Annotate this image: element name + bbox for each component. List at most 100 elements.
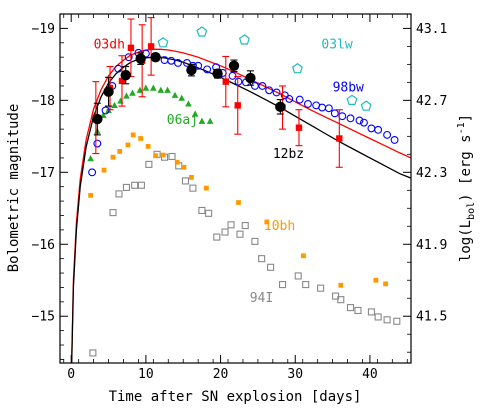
data-point	[123, 92, 130, 99]
data-point	[101, 106, 110, 115]
data-point	[189, 174, 194, 180]
data-point	[337, 296, 345, 304]
data-point	[354, 306, 362, 315]
data-point	[228, 71, 237, 80]
y-right-tick-label: 41.9	[416, 238, 447, 253]
axes: 0 10 20 30 40 −15 −16 −17 −18 −19 41.5 41.9 42.3 42.7…	[32, 13, 447, 382]
y-tick-label: −17	[32, 166, 55, 181]
data-point	[346, 114, 355, 123]
data-point	[367, 308, 375, 316]
data-point	[346, 304, 355, 312]
data-point	[213, 233, 221, 241]
data-point	[258, 82, 267, 90]
data-point	[122, 183, 131, 191]
data-point	[164, 86, 171, 93]
data-point	[302, 281, 310, 289]
data-point	[330, 109, 339, 118]
plot-frame	[59, 13, 412, 364]
series-98bw	[88, 48, 399, 177]
data-point	[125, 142, 131, 148]
data-point	[160, 152, 166, 158]
y-tick-label: −18	[32, 94, 55, 109]
data-point	[198, 206, 206, 214]
data-point	[373, 277, 379, 283]
y-right-tick-label: 42.7	[416, 94, 447, 109]
data-point	[117, 97, 124, 104]
data-point	[250, 82, 259, 90]
label-06aj: 06aj	[167, 113, 198, 128]
data-point	[103, 86, 114, 97]
data-point	[236, 230, 244, 238]
data-point	[109, 209, 117, 217]
data-point	[136, 86, 144, 93]
data-point	[367, 124, 376, 133]
data-point	[272, 88, 281, 97]
data-point	[118, 77, 126, 85]
data-point	[93, 139, 102, 148]
data-point	[167, 56, 176, 65]
x-tick-label: 20	[213, 367, 229, 382]
data-point	[203, 65, 212, 74]
label-10bh: 10bh	[264, 219, 295, 234]
label-94i: 94I	[250, 291, 273, 306]
series-94i	[89, 150, 401, 357]
data-point	[227, 221, 235, 229]
data-point	[228, 60, 240, 72]
data-point	[181, 164, 187, 170]
data-point	[87, 155, 94, 162]
data-point	[117, 149, 123, 154]
x-axis-label: Time after SN explosion [days]	[109, 389, 362, 405]
data-point	[157, 86, 165, 93]
data-point	[275, 101, 286, 113]
data-point	[285, 94, 294, 103]
data-point	[111, 101, 118, 108]
data-point	[196, 26, 208, 37]
data-point	[186, 64, 197, 76]
data-point	[317, 284, 325, 292]
data-point	[346, 94, 358, 106]
data-point	[383, 316, 391, 324]
data-point	[88, 168, 97, 177]
model-curve-1	[71, 48, 411, 363]
y-right-tick-label: 42.3	[416, 166, 447, 181]
data-point	[383, 281, 389, 287]
data-point	[251, 237, 259, 245]
y-axis-label-right: log(Lbol) [erg s-1]	[456, 114, 477, 262]
data-point	[153, 153, 158, 159]
data-point	[115, 190, 123, 198]
data-point	[147, 43, 155, 50]
data-point	[127, 44, 135, 52]
data-point	[234, 102, 241, 109]
data-point	[301, 253, 306, 259]
label-98bw: 98bw	[333, 81, 364, 96]
data-point	[185, 100, 192, 107]
data-point	[291, 62, 303, 74]
data-point	[135, 53, 146, 64]
data-point	[278, 281, 287, 289]
data-point	[92, 113, 103, 125]
y-right-tick-label: 41.5	[416, 310, 447, 325]
data-point	[137, 181, 145, 189]
data-point	[88, 192, 94, 198]
data-point	[338, 282, 344, 288]
plot-area	[71, 17, 411, 363]
x-tick-label: 10	[138, 367, 154, 382]
data-point	[265, 86, 274, 95]
data-point	[189, 184, 197, 192]
data-point	[267, 263, 275, 271]
x-tick-label: 40	[362, 367, 378, 382]
y-axis-label-left: Bolometric magnitude	[6, 104, 22, 273]
data-point	[295, 124, 303, 131]
data-point	[383, 130, 392, 139]
series-03lw	[157, 26, 372, 111]
data-point	[360, 100, 372, 111]
data-point	[178, 94, 186, 101]
data-point	[238, 34, 250, 45]
data-point	[174, 58, 182, 67]
data-point	[360, 118, 368, 127]
data-point	[181, 177, 190, 185]
series-labels: 03dh 03lw 98bw 06aj 12bz 10bh 94I	[94, 38, 364, 306]
data-point	[338, 112, 347, 121]
data-point	[101, 167, 107, 173]
